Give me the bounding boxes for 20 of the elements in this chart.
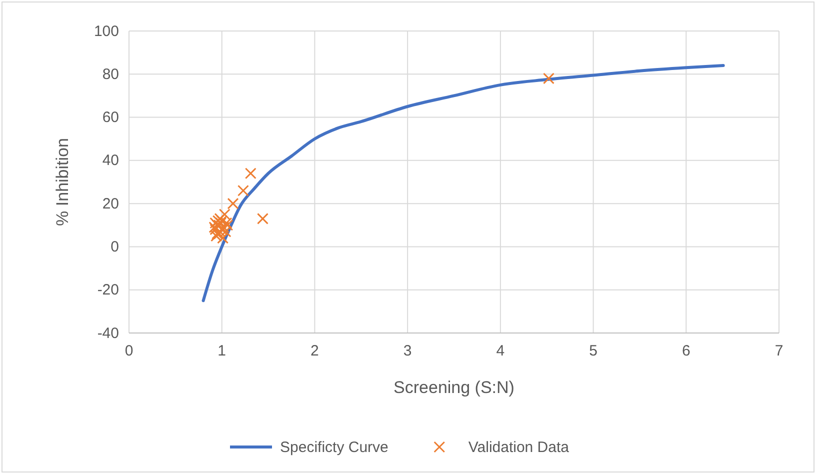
x-tick-label: 6 xyxy=(682,342,690,360)
y-tick-label: 20 xyxy=(102,195,119,212)
y-tick-label: 80 xyxy=(102,66,119,83)
x-tick-label: 3 xyxy=(403,342,412,360)
y-tick-label: 0 xyxy=(110,238,119,256)
x-tick-label: 2 xyxy=(310,342,319,360)
legend-label: Validation Data xyxy=(468,439,570,456)
y-tick-label: -20 xyxy=(97,282,119,299)
x-tick-label: 4 xyxy=(496,342,505,360)
y-tick-label: 100 xyxy=(94,22,119,40)
x-axis-title: Screening (S:N) xyxy=(394,378,514,397)
y-tick-label: 60 xyxy=(102,109,119,126)
x-tick-label: 1 xyxy=(218,342,226,360)
legend-label: Specificty Curve xyxy=(280,439,388,456)
x-tick-label: 5 xyxy=(589,342,598,360)
y-axis-title: % Inhibition xyxy=(53,138,72,226)
x-tick-label: 7 xyxy=(774,342,784,360)
x-tick-label: 0 xyxy=(124,342,134,360)
y-tick-label: 40 xyxy=(102,152,119,170)
y-tick-label: -40 xyxy=(97,324,119,342)
